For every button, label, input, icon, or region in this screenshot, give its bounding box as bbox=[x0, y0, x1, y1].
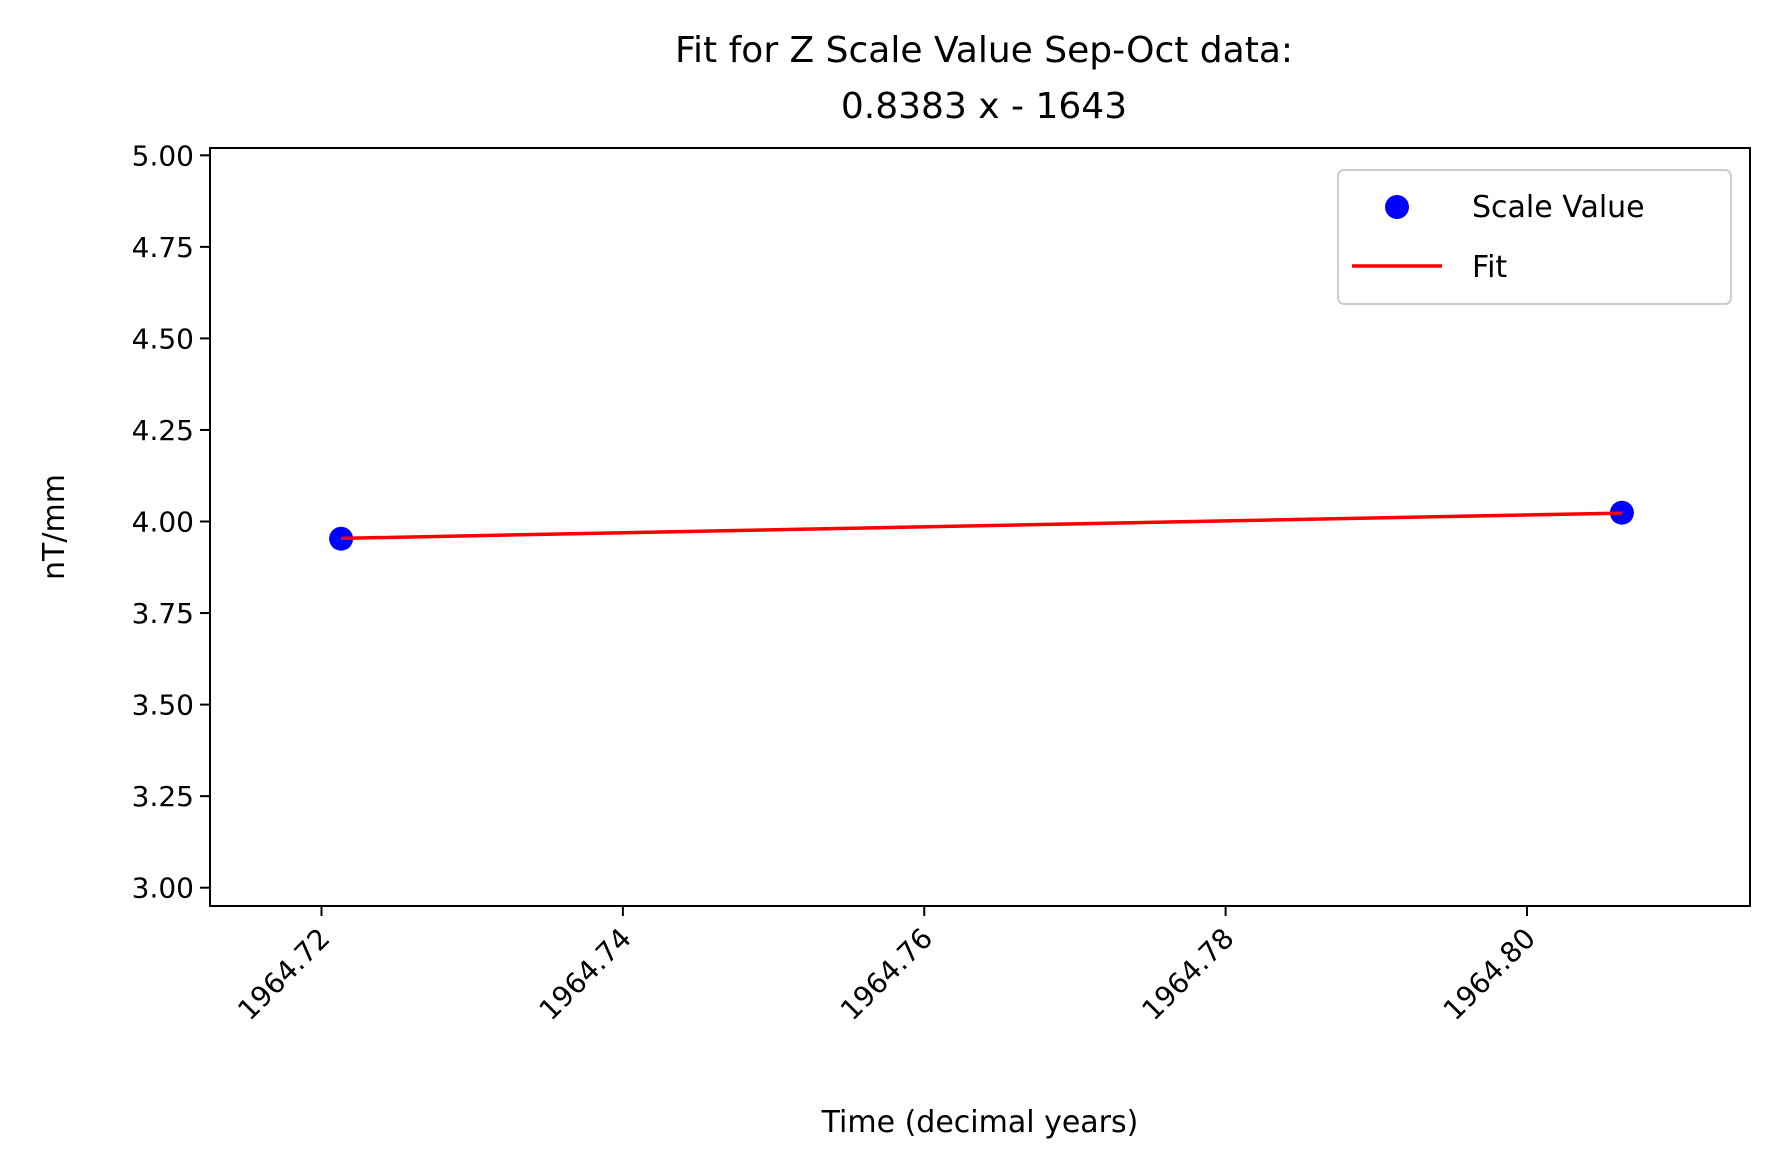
y-tick-label: 4.50 bbox=[132, 322, 194, 355]
legend-label-fit: Fit bbox=[1472, 250, 1507, 285]
legend-label-scale-value: Scale Value bbox=[1472, 190, 1645, 225]
y-tick-label: 4.75 bbox=[132, 231, 194, 264]
y-tick-label: 5.00 bbox=[132, 139, 194, 172]
series-line-fit bbox=[341, 511, 1622, 541]
y-axis-ticks: 3.00 3.25 3.50 3.75 4.00 4.25 4.50 4.75 5.00 bbox=[132, 139, 210, 905]
axes-frame bbox=[209, 147, 1751, 907]
plot-area bbox=[209, 147, 1751, 907]
y-tick-label: 3.50 bbox=[132, 689, 194, 722]
series-layer bbox=[329, 500, 1634, 551]
y-tick-label: 4.00 bbox=[132, 506, 194, 539]
y-tick-label: 3.25 bbox=[132, 780, 194, 813]
y-tick-label: 3.00 bbox=[132, 872, 194, 905]
legend: Scale Value Fit bbox=[1337, 169, 1732, 305]
y-tick-label: 4.25 bbox=[132, 414, 194, 447]
chart-title: Fit for Z Scale Value Sep-Oct data: bbox=[675, 30, 1293, 71]
data-point-scale-value bbox=[1609, 500, 1634, 525]
x-axis-label: Time (decimal years) bbox=[821, 1105, 1139, 1140]
chart-subtitle: 0.8383 x - 1643 bbox=[841, 86, 1127, 127]
y-axis-label: nT/mm bbox=[37, 474, 72, 580]
legend-box bbox=[1337, 169, 1732, 305]
y-tick-label: 3.75 bbox=[132, 597, 194, 630]
data-point-scale-value bbox=[329, 526, 354, 551]
legend-marker-scale-value bbox=[1385, 195, 1409, 219]
